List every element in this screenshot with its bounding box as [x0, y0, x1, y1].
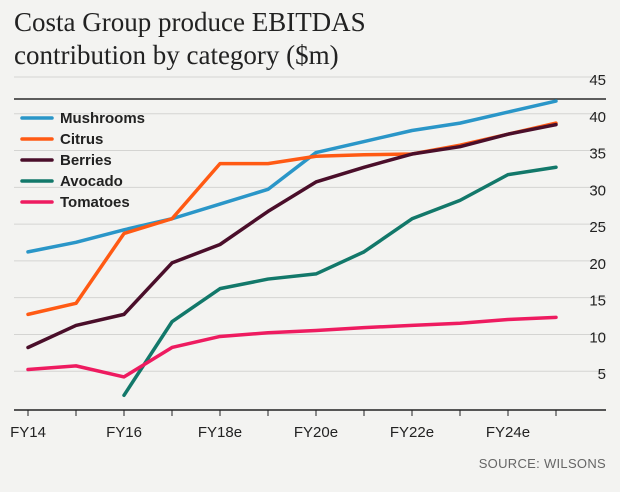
legend-label-citrus: Citrus [60, 131, 103, 148]
legend: Mushrooms Citrus Berries Avocado Tomatoes [20, 110, 145, 211]
x-axis-ticks: FY14 FY16 FY18e FY20e FY22e FY24e [10, 410, 557, 441]
chart-title: Costa Group produce EBITDAS contribution… [14, 7, 366, 70]
series-line-avocado [122, 165, 558, 398]
x-tick-label: FY22e [390, 424, 434, 441]
x-tick-label: FY20e [294, 424, 338, 441]
source-note: SOURCE: WILSONS [478, 456, 606, 471]
series-line-mushrooms [26, 99, 558, 254]
series-line-berries [26, 122, 558, 350]
y-tick-label: 25 [589, 219, 606, 236]
y-tick-label: 30 [589, 182, 606, 199]
series-line-tomatoes [26, 315, 558, 379]
y-axis-ticks: 5 10 15 20 25 30 35 40 45 [589, 72, 606, 383]
y-tick-label: 45 [589, 72, 606, 89]
legend-label-mushrooms: Mushrooms [60, 110, 145, 127]
y-tick-label: 15 [589, 293, 606, 310]
y-tick-label: 10 [589, 329, 606, 346]
x-tick-label: FY16 [106, 424, 142, 441]
series-lines [26, 99, 558, 398]
legend-label-berries: Berries [60, 152, 112, 169]
y-tick-label: 20 [589, 256, 606, 273]
x-tick-label: FY14 [10, 424, 46, 441]
x-tick-label: FY18e [198, 424, 242, 441]
x-tick-label: FY24e [486, 424, 530, 441]
y-tick-label: 40 [589, 109, 606, 126]
y-tick-label: 35 [589, 146, 606, 163]
y-tick-label: 5 [598, 366, 606, 383]
legend-label-tomatoes: Tomatoes [60, 194, 130, 211]
legend-label-avocado: Avocado [60, 173, 123, 190]
